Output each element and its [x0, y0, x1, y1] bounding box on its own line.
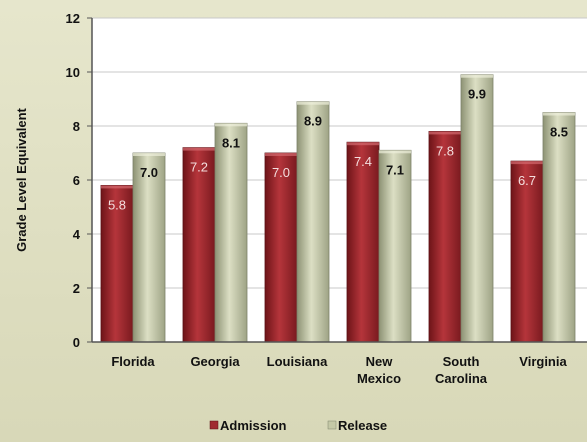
y-axis-ticks: 0 2 4 6 8 10 12 [66, 11, 92, 350]
bars [100, 74, 576, 343]
bar-bevel [347, 142, 379, 146]
bar-admission-2 [264, 152, 298, 343]
data-label-admission-5: 6.7 [518, 173, 536, 188]
bar-bevel [543, 112, 575, 116]
x-category-label: New [366, 354, 394, 369]
legend-label-admission: Admission [220, 418, 287, 433]
data-label-release-0: 7.0 [140, 165, 158, 180]
gridlines [92, 17, 587, 289]
x-category-label: Georgia [190, 354, 240, 369]
data-label-admission-4: 7.8 [436, 143, 454, 158]
legend: Admission Release [209, 418, 387, 433]
bar-bevel [297, 101, 329, 105]
legend-swatch-release [327, 420, 337, 430]
data-label-release-5: 8.5 [550, 125, 568, 140]
bar-bevel [265, 153, 297, 156]
legend-label-release: Release [338, 418, 387, 433]
data-label-release-3: 7.1 [386, 162, 404, 177]
bar-bevel [215, 123, 247, 127]
data-label-release-4: 9.9 [468, 87, 486, 102]
bar-bevel [379, 150, 411, 154]
y-tick-label: 4 [73, 227, 81, 242]
bar-release-5 [542, 112, 576, 343]
data-label-admission-1: 7.2 [190, 160, 208, 175]
bar-bevel [429, 131, 461, 135]
y-tick-label: 0 [73, 335, 80, 350]
bar-bevel [511, 161, 543, 165]
bar-admission-5 [510, 160, 544, 343]
data-label-release-2: 8.9 [304, 114, 322, 129]
bar-admission-0 [100, 184, 134, 343]
bar-bevel [101, 185, 133, 189]
y-tick-label: 12 [66, 11, 80, 26]
bar-release-2 [296, 101, 330, 343]
legend-swatch-admission [209, 420, 219, 430]
data-label-admission-0: 5.8 [108, 197, 126, 212]
bar-bevel [133, 153, 165, 156]
x-category-label: Florida [111, 354, 155, 369]
x-category-label: Louisiana [267, 354, 328, 369]
bar-bevel [183, 147, 215, 151]
bar-admission-3 [346, 141, 380, 343]
x-axis-categories: Florida Georgia Louisiana New Mexico South Car… [111, 354, 567, 386]
data-label-admission-3: 7.4 [354, 154, 372, 169]
data-label-admission-2: 7.0 [272, 165, 290, 180]
bar-release-3 [378, 149, 412, 343]
x-category-label: Virginia [519, 354, 567, 369]
y-tick-label: 8 [73, 119, 80, 134]
bar-release-1 [214, 122, 248, 343]
bar-release-4 [460, 74, 494, 343]
x-category-label: Mexico [357, 371, 401, 386]
x-category-label: South [443, 354, 480, 369]
x-category-label: Carolina [435, 371, 488, 386]
y-tick-label: 2 [73, 281, 80, 296]
bar-admission-1 [182, 147, 216, 343]
data-label-release-1: 8.1 [222, 135, 240, 150]
data-labels: 5.8 7.0 7.2 8.1 7.0 8.9 7.4 7.1 7.8 9.9 6.7 8.5 [108, 87, 568, 213]
bar-admission-4 [428, 130, 462, 343]
y-tick-label: 6 [73, 173, 80, 188]
y-axis-label: Grade Level Equivalent [14, 107, 29, 251]
bar-bevel [461, 74, 493, 78]
bar-release-0 [132, 152, 166, 343]
y-tick-label: 10 [66, 65, 80, 80]
